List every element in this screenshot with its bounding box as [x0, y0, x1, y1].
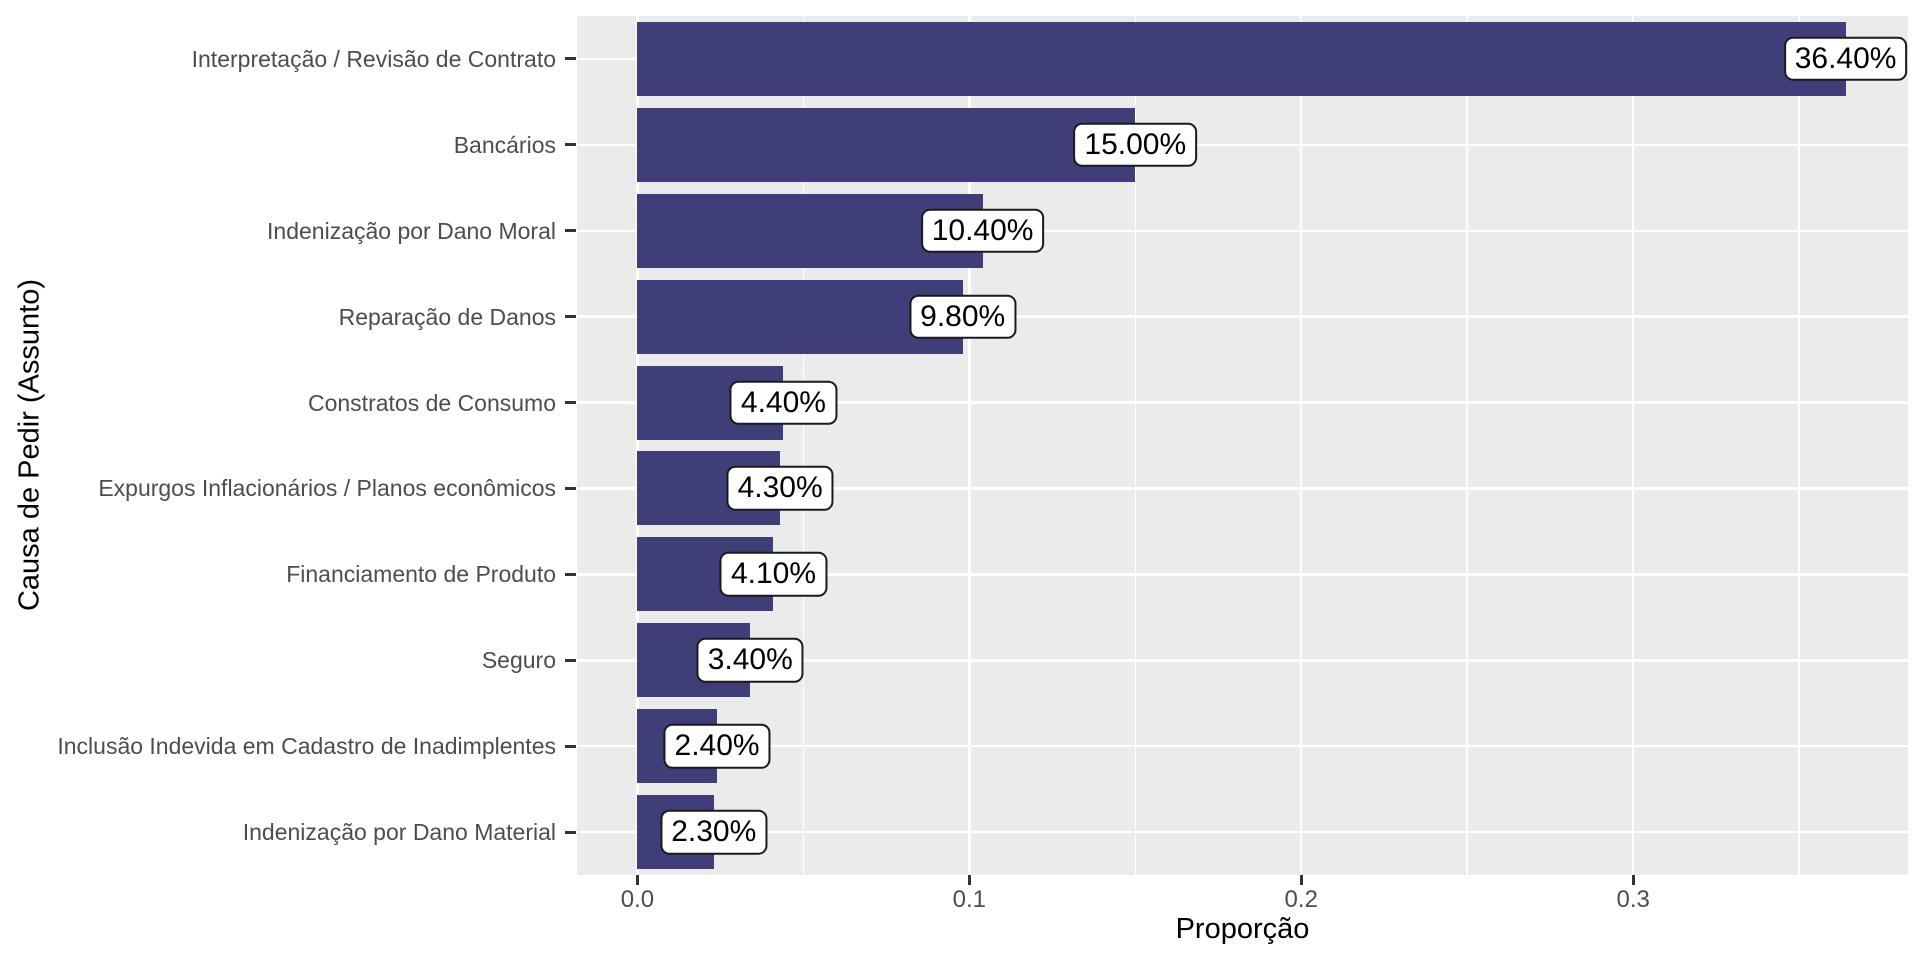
bar: [637, 21, 1846, 96]
y-tick-mark: [565, 57, 576, 61]
bar-value-label: 4.10%: [719, 552, 828, 597]
gridline-major-y: [577, 315, 1908, 318]
y-tick-label: Reparação de Danos: [338, 303, 556, 330]
gridline-minor-x: [802, 16, 805, 875]
y-tick-label: Indenização por Dano Material: [242, 819, 556, 846]
gridline-major-y: [577, 573, 1908, 576]
gridline-major-y: [577, 830, 1908, 834]
y-tick-label: Interpretação / Revisão de Contrato: [191, 45, 556, 72]
bar-value-label: 36.40%: [1783, 36, 1908, 82]
y-tick-label: Expurgos Inflacionários / Planos econômi…: [98, 475, 556, 502]
gridline-major-y: [577, 487, 1908, 490]
gridline-minor-x: [1798, 16, 1800, 875]
x-tick-label: 0.0: [620, 886, 655, 913]
gridline-minor-x: [1134, 16, 1137, 875]
x-tick-mark: [967, 875, 971, 885]
bar-value-label: 9.80%: [909, 294, 1017, 339]
x-axis-title: Proporção: [1175, 913, 1310, 945]
x-tick-label: 0.3: [1616, 886, 1650, 913]
y-tick-mark: [565, 830, 576, 834]
bar: [637, 279, 963, 354]
y-tick-mark: [565, 744, 576, 748]
y-tick-mark: [565, 143, 576, 147]
gridline-major-x: [636, 16, 639, 875]
y-tick-label: Indenização por Dano Moral: [267, 217, 556, 244]
gridline-major-x: [1299, 16, 1303, 875]
bar-value-label: 10.40%: [920, 208, 1045, 253]
bar-value-label: 4.30%: [726, 466, 834, 511]
gridline-major-y: [577, 744, 1908, 748]
y-tick-mark: [565, 229, 576, 233]
y-tick-label: Constratos de Consumo: [307, 389, 556, 416]
bar-value-label: 3.40%: [696, 638, 804, 683]
bar-value-label: 15.00%: [1073, 122, 1198, 168]
y-tick-mark: [565, 315, 576, 319]
gridline-major-y: [577, 659, 1908, 662]
x-tick-label: 0.1: [952, 886, 987, 913]
x-tick-mark: [635, 875, 639, 885]
x-tick-mark: [1299, 875, 1303, 885]
bar-value-label: 2.40%: [663, 723, 771, 769]
gridline-minor-x: [1466, 16, 1468, 875]
bar: [637, 107, 1136, 182]
bar-value-label: 4.40%: [729, 380, 837, 425]
gridline-major-x: [1631, 16, 1635, 875]
y-tick-label: Inclusão Indevida em Cadastro de Inadimp…: [57, 733, 556, 760]
gridline-major-y: [577, 143, 1908, 147]
y-tick-label: Bancários: [453, 131, 556, 158]
y-tick-label: Seguro: [481, 647, 556, 674]
y-tick-label: Financiamento de Produto: [286, 561, 556, 588]
gridline-major-x: [968, 16, 971, 875]
y-tick-mark: [565, 658, 576, 662]
gridline-major-y: [577, 229, 1908, 232]
y-tick-mark: [565, 486, 576, 490]
y-tick-mark: [565, 572, 576, 576]
y-tick-mark: [565, 401, 576, 405]
gridline-major-y: [577, 401, 1908, 404]
x-tick-label: 0.2: [1284, 886, 1318, 913]
x-tick-mark: [1631, 875, 1635, 885]
plot-panel: 36.40% 15.00% 10.40% 9.80% 4.40% 4.30% 4.10% 3.…: [577, 16, 1908, 875]
bar-value-label: 2.30%: [660, 809, 768, 855]
